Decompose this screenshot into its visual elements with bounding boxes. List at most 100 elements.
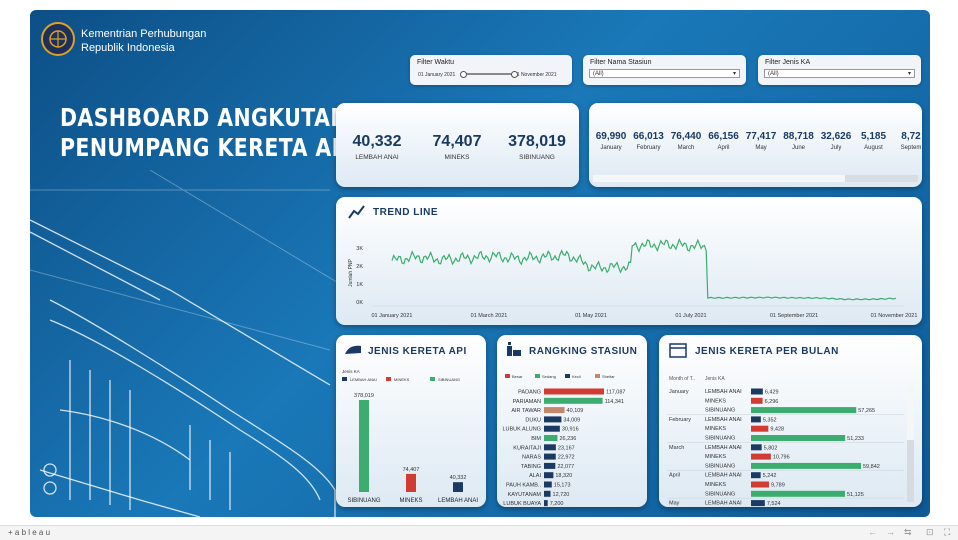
station-value: 117,087 xyxy=(606,390,625,396)
station-bar[interactable] xyxy=(544,397,603,404)
trend-series-line[interactable] xyxy=(391,238,897,301)
trend-line-icon xyxy=(348,205,365,219)
jenis-label: MINEKS xyxy=(705,482,726,488)
month-bar[interactable] xyxy=(751,407,857,414)
station-bar[interactable] xyxy=(544,490,551,497)
month-label: June xyxy=(791,145,805,151)
month-bar[interactable] xyxy=(751,388,763,395)
legend-label: Besar xyxy=(512,374,523,379)
station-bar[interactable] xyxy=(544,425,560,432)
month-bar[interactable] xyxy=(751,472,761,479)
month-label: March xyxy=(669,445,684,451)
station-bar[interactable] xyxy=(544,453,556,460)
legend-label: Kecil xyxy=(572,374,581,379)
station-value: 15,173 xyxy=(554,483,571,489)
station-bar[interactable] xyxy=(544,444,556,451)
station-bar[interactable] xyxy=(544,481,552,488)
month-bar-value: 51,233 xyxy=(847,436,864,442)
bar[interactable] xyxy=(406,473,416,492)
jenis-label: SIBINUANG xyxy=(705,408,735,414)
month-label: January xyxy=(600,145,622,151)
station-bar[interactable] xyxy=(544,472,554,479)
slider-start-handle[interactable] xyxy=(460,71,467,78)
vertical-scrollbar[interactable] xyxy=(907,385,914,502)
filter-stasiun: Filter Nama Stasiun (All) ▾ xyxy=(583,55,746,85)
month-bar[interactable] xyxy=(751,397,763,404)
fullscreen-icon[interactable]: ⛶ xyxy=(944,527,951,537)
month-bar[interactable] xyxy=(751,453,771,460)
date-range-slider[interactable] xyxy=(462,73,514,75)
jenis-label: LEMBAH ANAI xyxy=(705,389,742,395)
bar-category-label: MINEKS xyxy=(399,498,422,504)
station-value: 23,167 xyxy=(558,445,575,451)
chevron-down-icon: ▾ xyxy=(732,71,736,77)
column-header: Jenis KA xyxy=(705,376,725,382)
station-name: KURAITAJI xyxy=(513,445,541,451)
jenis-label: LEMBAH ANAI xyxy=(705,473,742,479)
dashboard-title: DASHBOARD ANGKUTAN PENUMPANG KERETA API xyxy=(60,103,355,163)
month-bar-value: 10,796 xyxy=(773,455,790,461)
station-bar[interactable] xyxy=(544,388,604,395)
x-tick-label: 01 September 2021 xyxy=(770,313,818,319)
bar-value-label: 40,332 xyxy=(450,475,467,481)
bar-value-label: 74,407 xyxy=(403,467,420,473)
share-icon[interactable]: ⇆ xyxy=(904,527,912,537)
station-bar[interactable] xyxy=(544,462,556,469)
y-axis-title: Jumlah PNP xyxy=(348,258,354,286)
bar[interactable] xyxy=(359,400,369,492)
jenis-label: SIBINUANG xyxy=(705,463,735,469)
tableau-brand: + a b l e a u xyxy=(8,528,51,537)
month-bar[interactable] xyxy=(751,462,861,469)
legend-swatch xyxy=(342,377,347,381)
download-icon[interactable]: ⊡ xyxy=(926,527,934,537)
filter-jenis: Filter Jenis KA (All) ▾ xyxy=(758,55,921,85)
jenis-label: SIBINUANG xyxy=(705,491,735,497)
station-name: LUBUK ALUNG xyxy=(502,427,541,433)
horizontal-scrollbar[interactable] xyxy=(593,175,918,182)
monthly-values: 69,990 January 66,013 February 76,440 March 66… xyxy=(589,103,922,173)
month-bar[interactable] xyxy=(751,500,765,507)
station-value: 26,236 xyxy=(559,436,576,442)
station-bar[interactable] xyxy=(544,500,548,507)
scrollbar-thumb[interactable] xyxy=(593,175,845,182)
legend-swatch xyxy=(386,377,391,381)
station-bar[interactable] xyxy=(544,435,558,441)
stasiun-dropdown[interactable]: (All) ▾ xyxy=(589,69,740,78)
bar[interactable] xyxy=(453,482,463,492)
jenis-label: LEMBAH ANAI xyxy=(705,501,742,507)
month-bar[interactable] xyxy=(751,444,762,451)
station-name: DUKU xyxy=(525,417,541,423)
station-name: LUBUK BUAYA xyxy=(503,501,541,507)
station-bar[interactable] xyxy=(544,407,565,414)
kpi-value-sibinuang: 378,019 xyxy=(508,133,566,150)
tableau-toolbar: + a b l e a u ← → ⇆ ⊡ ⛶ xyxy=(0,525,958,540)
undo-icon[interactable]: ← xyxy=(868,527,877,537)
station-bar[interactable] xyxy=(544,416,562,423)
month-value: 8,72 xyxy=(901,131,921,142)
station-name: PARIAMAN xyxy=(513,399,541,405)
slider-end-handle[interactable] xyxy=(511,71,518,78)
station-name: PAUH KAMB.. xyxy=(506,483,542,489)
legend-label: Sedang xyxy=(542,374,556,379)
legend-swatch xyxy=(595,374,600,378)
perbulan-title: JENIS KERETA PER BULAN xyxy=(695,346,839,357)
month-bar[interactable] xyxy=(751,416,761,423)
scrollbar-thumb[interactable] xyxy=(907,385,914,440)
month-bar[interactable] xyxy=(751,481,769,488)
station-value: 114,341 xyxy=(605,399,624,405)
title-line1: DASHBOARD ANGKUTAN xyxy=(60,103,348,132)
jenis-label: LEMBAH ANAI xyxy=(705,445,742,451)
station-value: 30,916 xyxy=(562,427,579,433)
month-bar[interactable] xyxy=(751,435,846,441)
month-value: 88,718 xyxy=(783,131,814,142)
month-bar[interactable] xyxy=(751,425,769,432)
jenis-dropdown[interactable]: (All) ▾ xyxy=(764,69,915,78)
month-bar[interactable] xyxy=(751,490,845,497)
bar-category-label: SIBINUANG xyxy=(347,498,380,504)
station-value: 22,077 xyxy=(557,464,574,470)
month-bar-value: 5,242 xyxy=(763,473,777,479)
jenis-title: JENIS KERETA API xyxy=(368,346,467,357)
redo-icon[interactable]: → xyxy=(886,527,895,537)
legend-swatch xyxy=(430,377,435,381)
x-tick-label: 01 March 2021 xyxy=(471,313,508,319)
